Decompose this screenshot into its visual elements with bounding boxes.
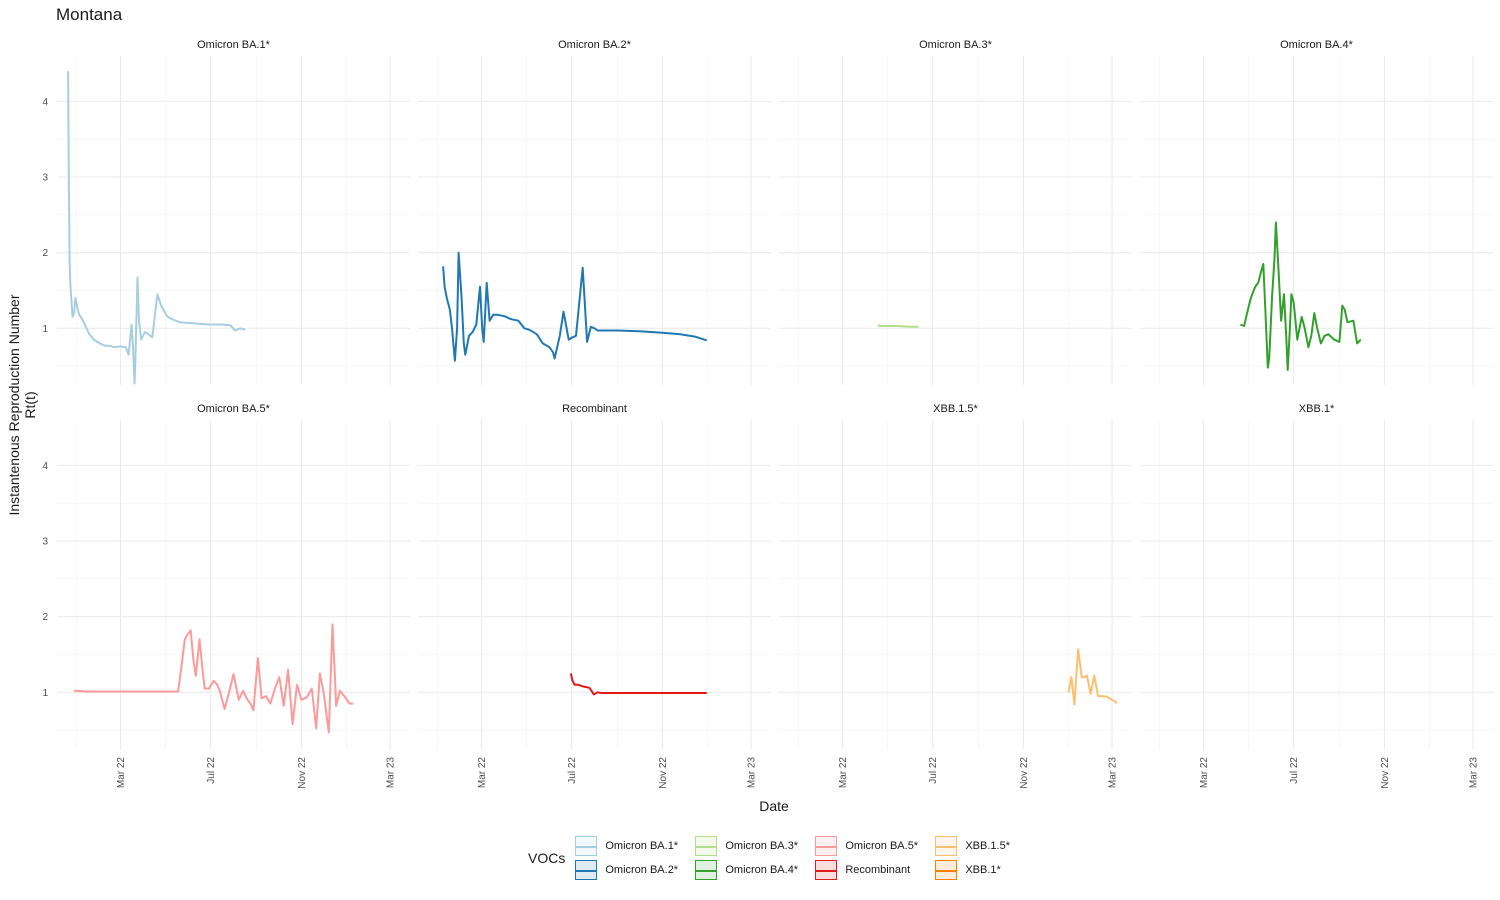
- y-tick-label: 2: [42, 612, 48, 623]
- y-axis-title-line: Instantenous Reproduction Number: [6, 294, 22, 515]
- series-line: [569, 673, 707, 696]
- legend-item: Recombinant: [815, 858, 933, 882]
- facet-strip-label: Omicron BA.3*: [919, 39, 992, 51]
- series-line: [1240, 221, 1362, 371]
- legend-label: Omicron BA.5*: [845, 840, 919, 852]
- legend: VOCs Omicron BA.1* Omicron BA.2* Omicron B…: [528, 834, 1053, 882]
- legend-key-swatch: [815, 860, 838, 880]
- legend-label: Omicron BA.4*: [725, 864, 799, 876]
- facet-strip-label: Recombinant: [562, 403, 627, 415]
- legend-item: Omicron BA.4*: [695, 858, 813, 882]
- legend-key-swatch: [695, 836, 718, 856]
- x-tick-label: Mar 23: [1469, 757, 1480, 789]
- x-tick-label: Jul 22: [928, 757, 939, 784]
- x-axis-title: Date: [759, 798, 789, 814]
- legend-label: XBB.1*: [965, 864, 1001, 876]
- legend-label: Omicron BA.1*: [605, 840, 679, 852]
- y-axis-title-line: Rt(t): [22, 391, 38, 418]
- facet-strip-label: Omicron BA.4*: [1280, 39, 1353, 51]
- series-line: [877, 323, 919, 328]
- facet-panel: Recombinant Mar 22 Jul 22 Nov 22 Mar 23: [418, 403, 771, 789]
- facet-panel: Omicron BA.1* 1 2 3 4: [42, 39, 410, 385]
- facet-panel: Omicron BA.2*: [418, 39, 771, 385]
- facet-strip-label: XBB.1*: [1299, 403, 1335, 415]
- facet-strip-label: Omicron BA.2*: [558, 39, 631, 51]
- x-tick-label: Mar 23: [386, 757, 397, 789]
- series-line: [1067, 648, 1118, 706]
- facet-panel: Omicron BA.3*: [779, 39, 1132, 385]
- legend-items: Omicron BA.1* Omicron BA.2* Omicron BA.3* O…: [575, 834, 1053, 882]
- legend-label: Recombinant: [845, 864, 911, 876]
- x-tick-label: Mar 22: [1199, 757, 1210, 789]
- legend-key-swatch: [935, 836, 958, 856]
- y-tick-label: 2: [42, 248, 48, 259]
- x-tick-label: Nov 22: [1380, 757, 1391, 789]
- facet-panel: Omicron BA.5* 1 2 3 4 Mar 22 Jul 22 Nov 22 Mar 2…: [42, 403, 410, 789]
- legend-label: Omicron BA.3*: [725, 840, 799, 852]
- y-axis-title: Instantenous Reproduction Number Rt(t): [6, 294, 38, 515]
- legend-item: Omicron BA.5*: [815, 834, 933, 858]
- x-tick-label: Jul 22: [567, 757, 578, 784]
- facet-panel: XBB.1* Mar 22 Jul 22 Nov 22 Mar 23: [1140, 403, 1493, 789]
- x-tick-label: Nov 22: [297, 757, 308, 789]
- series-line: [442, 251, 708, 362]
- x-tick-label: Mar 22: [116, 757, 127, 789]
- facet-panel: Omicron BA.4*: [1140, 39, 1493, 385]
- legend-key-swatch: [575, 836, 598, 856]
- y-tick-label: 3: [42, 173, 48, 184]
- legend-item: Omicron BA.2*: [575, 858, 693, 882]
- legend-item: Omicron BA.1*: [575, 834, 693, 858]
- x-tick-label: Mar 22: [477, 757, 488, 789]
- legend-key-swatch: [935, 860, 958, 880]
- y-tick-label: 4: [42, 461, 48, 472]
- x-tick-label: Jul 22: [1289, 757, 1300, 784]
- legend-title: VOCs: [528, 850, 566, 866]
- legend-label: XBB.1.5*: [965, 840, 1010, 852]
- y-tick-label: 4: [42, 97, 48, 108]
- x-tick-label: Mar 22: [838, 757, 849, 789]
- facet-strip-label: Omicron BA.5*: [197, 403, 270, 415]
- legend-key-swatch: [695, 860, 718, 880]
- facet-panel: XBB.1.5* Mar 22 Jul 22 Nov 22 Mar 23: [779, 403, 1132, 789]
- legend-item: XBB.1*: [935, 858, 1053, 882]
- x-tick-label: Mar 23: [1108, 757, 1119, 789]
- facet-strip-label: XBB.1.5*: [933, 403, 978, 415]
- legend-item: Omicron BA.3*: [695, 834, 813, 858]
- plot-title: Montana: [56, 5, 123, 24]
- y-tick-label: 3: [42, 537, 48, 548]
- legend-label: Omicron BA.2*: [605, 864, 679, 876]
- y-tick-label: 1: [42, 688, 48, 699]
- legend-key-swatch: [575, 860, 598, 880]
- x-tick-label: Nov 22: [1019, 757, 1030, 789]
- series-line: [67, 71, 246, 385]
- legend-item: XBB.1.5*: [935, 834, 1053, 858]
- legend-key-swatch: [815, 836, 838, 856]
- series-line: [73, 623, 354, 734]
- y-tick-label: 1: [42, 324, 48, 335]
- facet-strip-label: Omicron BA.1*: [197, 39, 270, 51]
- x-tick-label: Jul 22: [206, 757, 217, 784]
- x-tick-label: Nov 22: [658, 757, 669, 789]
- x-tick-label: Mar 23: [747, 757, 758, 789]
